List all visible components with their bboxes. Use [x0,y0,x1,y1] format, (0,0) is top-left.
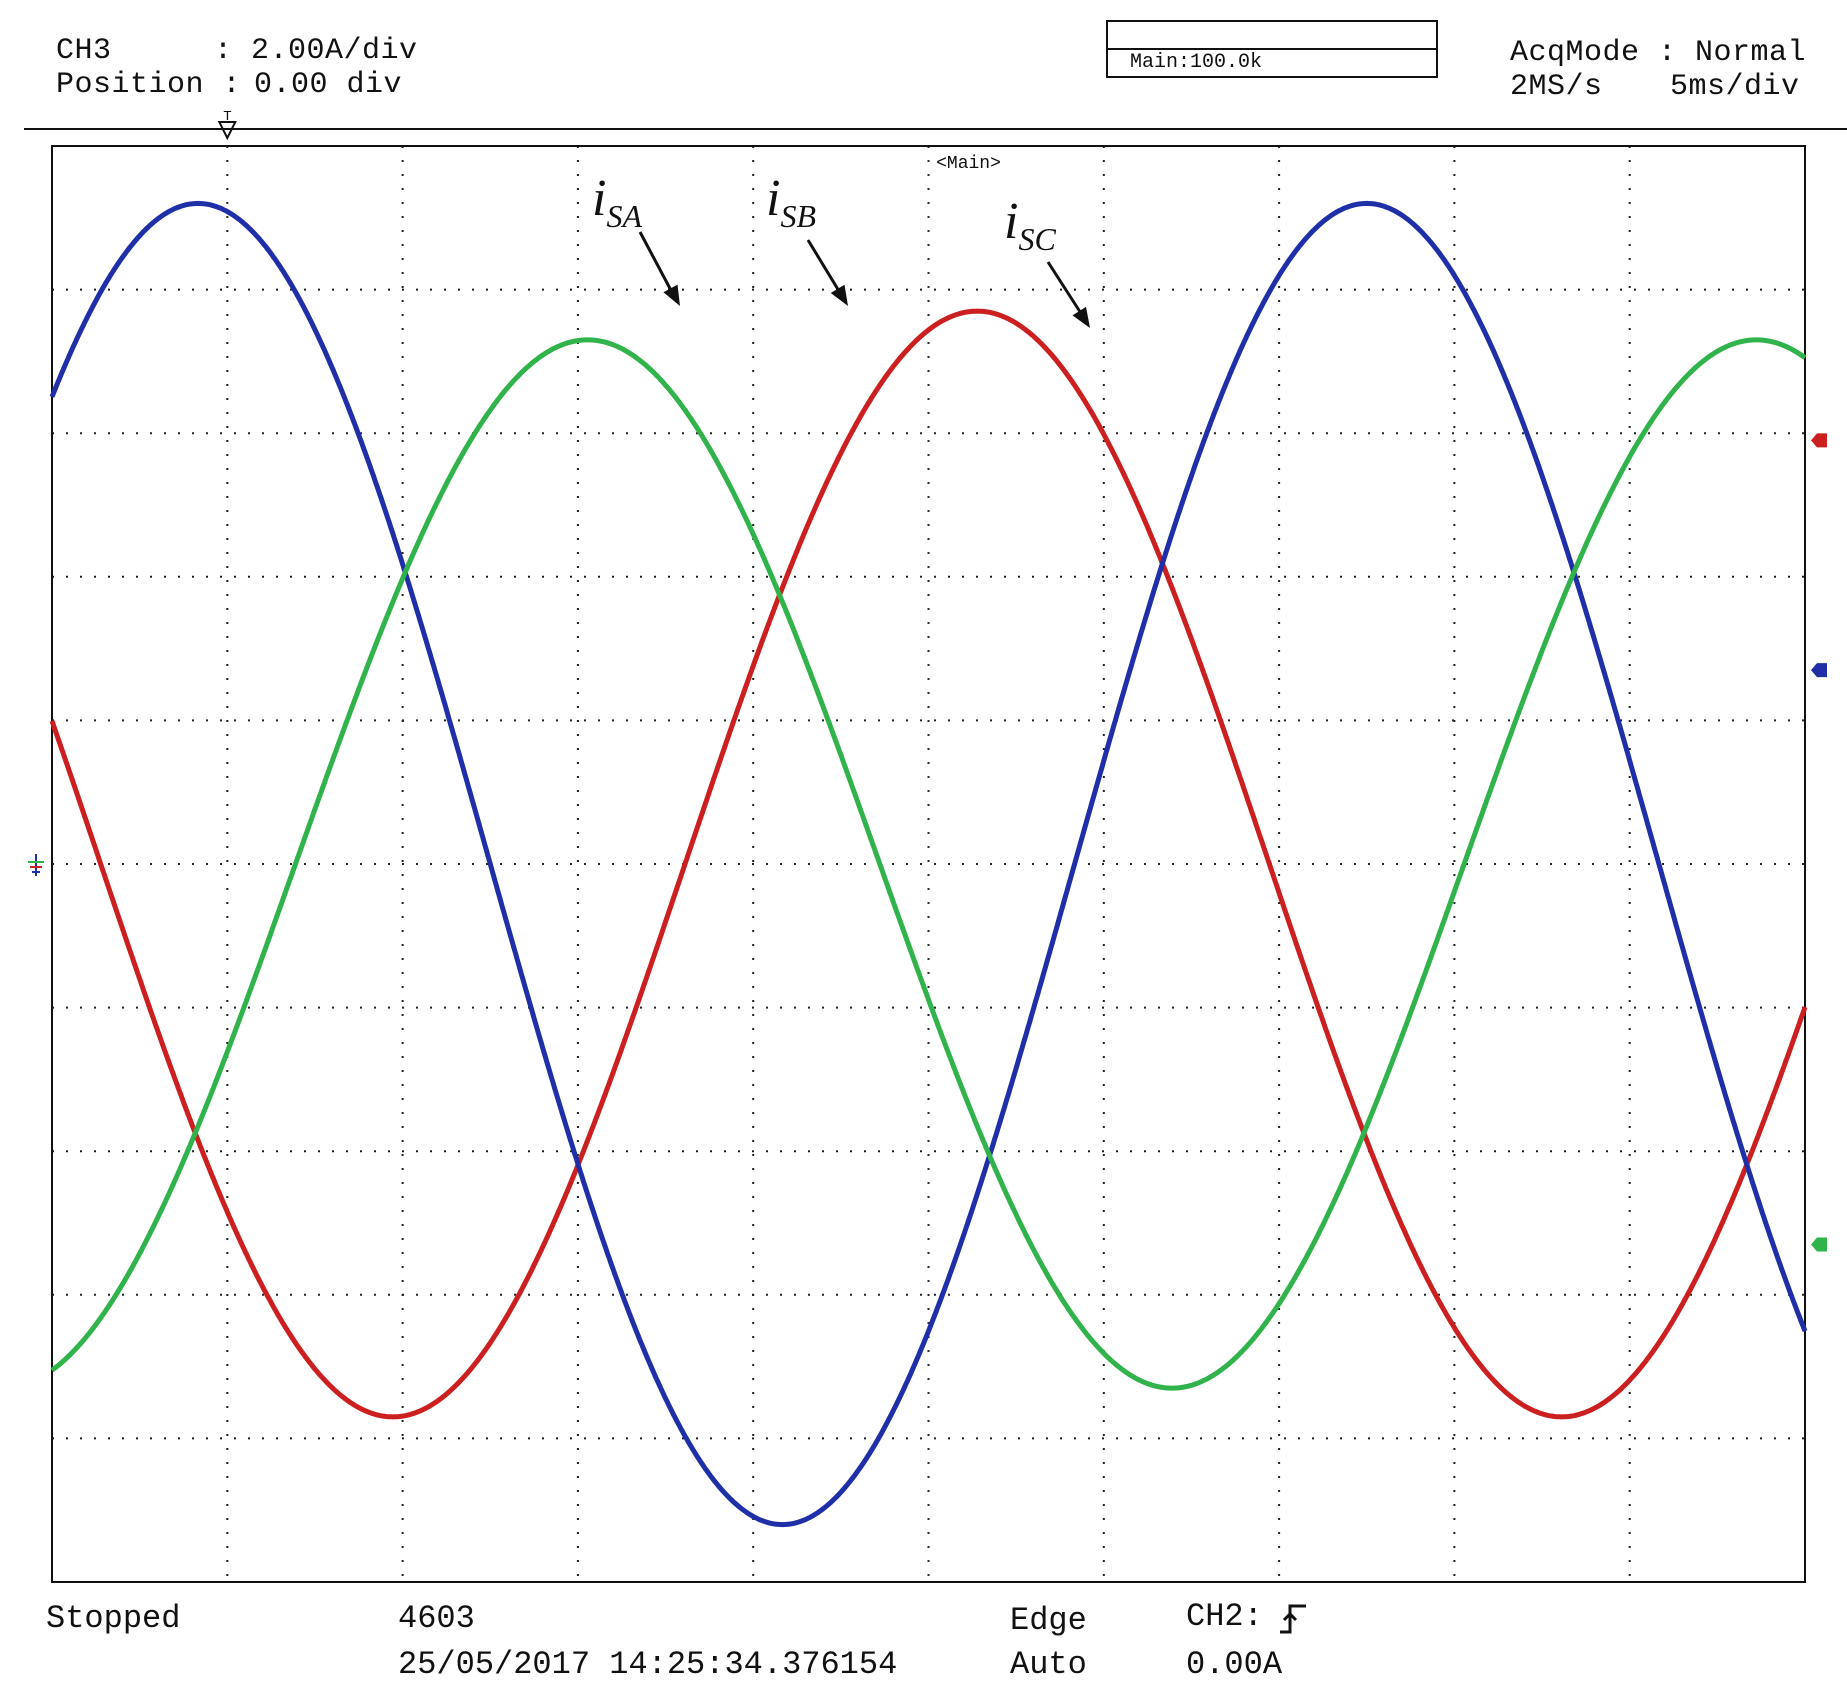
arrow-head-i-sa [663,284,680,306]
position-label: Position : [56,68,242,102]
label-i-sa: iSA [592,170,642,234]
trace-i-sb [49,200,1808,1528]
arrow-shaft-i-sc [1046,261,1086,319]
timebase: 5ms/div [1670,70,1800,104]
acquisition-count: 4603 [398,1600,475,1637]
run-status: Stopped [46,1600,181,1637]
label-i-sb: iSB [766,170,816,234]
channel-marker-i-sa [1811,433,1827,448]
markers: T <Main> [28,109,1827,1252]
record-length-box: Main:100.0k [1106,20,1438,78]
grid [51,145,1806,1583]
trigger-type: Edge [1010,1602,1087,1639]
record-length-label: Main:100.0k [1130,51,1263,74]
acq-mode: AcqMode : Normal [1510,36,1807,70]
trigger-marker-label: T [223,109,231,125]
sample-rate: 2MS/s [1510,70,1603,104]
channel-label: CH3 [56,34,112,68]
arrow-head-i-sc [1072,306,1090,328]
trigger-position-marker [217,121,237,141]
traces [49,200,1808,1528]
channel-marker-i-sc [1811,1237,1827,1252]
trigger-mode: Auto [1010,1646,1087,1683]
scale-readout: : 2.00A/div [214,34,418,68]
trace-labels: iSA iSB iSC [592,170,1090,328]
position-value: 0.00 div [254,68,403,102]
trigger-source: CH2: [1186,1598,1263,1635]
rising-edge-icon [1280,1604,1306,1634]
channel-marker-i-sb [1811,663,1827,678]
arrow-head-i-sb [830,284,848,306]
record-length-divider [1108,48,1436,50]
arrow-shaft-i-sa [638,231,676,297]
zoom-window-label: <Main> [936,154,1001,174]
trigger-level: 0.00A [1186,1646,1283,1683]
arrow-shaft-i-sb [806,239,844,297]
header-rule [24,128,1847,130]
label-i-sc: iSC [1004,193,1056,257]
trace-i-sc [50,337,1807,1391]
trace-i-sa [49,308,1808,1420]
timestamp: 25/05/2017 14:25:34.376154 [398,1646,898,1683]
plot-frame [51,145,1806,1583]
